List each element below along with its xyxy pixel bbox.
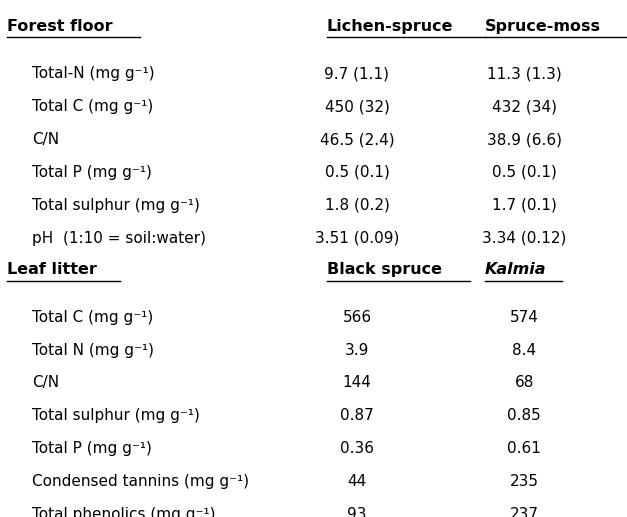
Text: 46.5 (2.4): 46.5 (2.4)	[320, 132, 394, 147]
Text: 0.61: 0.61	[507, 441, 541, 456]
Text: 0.87: 0.87	[340, 408, 374, 423]
Text: pH  (1:10 = soil:water): pH (1:10 = soil:water)	[32, 231, 206, 246]
Text: 144: 144	[342, 375, 371, 390]
Text: 3.34 (0.12): 3.34 (0.12)	[482, 231, 566, 246]
Text: 566: 566	[342, 310, 372, 325]
Text: 450 (32): 450 (32)	[325, 99, 389, 114]
Text: Total sulphur (mg g⁻¹): Total sulphur (mg g⁻¹)	[32, 198, 199, 213]
Text: 0.36: 0.36	[340, 441, 374, 456]
Text: Spruce-moss: Spruce-moss	[485, 19, 601, 34]
Text: Total phenolics (mg g⁻¹): Total phenolics (mg g⁻¹)	[32, 507, 215, 517]
Text: Total C (mg g⁻¹): Total C (mg g⁻¹)	[32, 310, 153, 325]
Text: 38.9 (6.6): 38.9 (6.6)	[487, 132, 562, 147]
Text: C/N: C/N	[32, 132, 59, 147]
Text: Total P (mg g⁻¹): Total P (mg g⁻¹)	[32, 441, 152, 456]
Text: Total C (mg g⁻¹): Total C (mg g⁻¹)	[32, 99, 153, 114]
Text: Total N (mg g⁻¹): Total N (mg g⁻¹)	[32, 343, 154, 358]
Text: Kalmia: Kalmia	[485, 262, 546, 277]
Text: C/N: C/N	[32, 375, 59, 390]
Text: 432 (34): 432 (34)	[492, 99, 557, 114]
Text: 0.5 (0.1): 0.5 (0.1)	[325, 165, 389, 180]
Text: 9.7 (1.1): 9.7 (1.1)	[325, 66, 389, 81]
Text: 44: 44	[347, 474, 367, 489]
Text: 0.85: 0.85	[507, 408, 541, 423]
Text: 68: 68	[514, 375, 534, 390]
Text: 11.3 (1.3): 11.3 (1.3)	[487, 66, 562, 81]
Text: Total sulphur (mg g⁻¹): Total sulphur (mg g⁻¹)	[32, 408, 199, 423]
Text: 0.5 (0.1): 0.5 (0.1)	[492, 165, 557, 180]
Text: Leaf litter: Leaf litter	[8, 262, 97, 277]
Text: 1.7 (0.1): 1.7 (0.1)	[492, 198, 557, 213]
Text: 8.4: 8.4	[512, 343, 536, 358]
Text: Lichen-spruce: Lichen-spruce	[327, 19, 453, 34]
Text: 235: 235	[510, 474, 539, 489]
Text: 3.51 (0.09): 3.51 (0.09)	[315, 231, 399, 246]
Text: 3.9: 3.9	[345, 343, 369, 358]
Text: 574: 574	[510, 310, 539, 325]
Text: 237: 237	[510, 507, 539, 517]
Text: Total P (mg g⁻¹): Total P (mg g⁻¹)	[32, 165, 152, 180]
Text: Black spruce: Black spruce	[327, 262, 441, 277]
Text: Condensed tannins (mg g⁻¹): Condensed tannins (mg g⁻¹)	[32, 474, 249, 489]
Text: 1.8 (0.2): 1.8 (0.2)	[325, 198, 389, 213]
Text: Total-N (mg g⁻¹): Total-N (mg g⁻¹)	[32, 66, 154, 81]
Text: Forest floor: Forest floor	[8, 19, 113, 34]
Text: 93: 93	[347, 507, 367, 517]
